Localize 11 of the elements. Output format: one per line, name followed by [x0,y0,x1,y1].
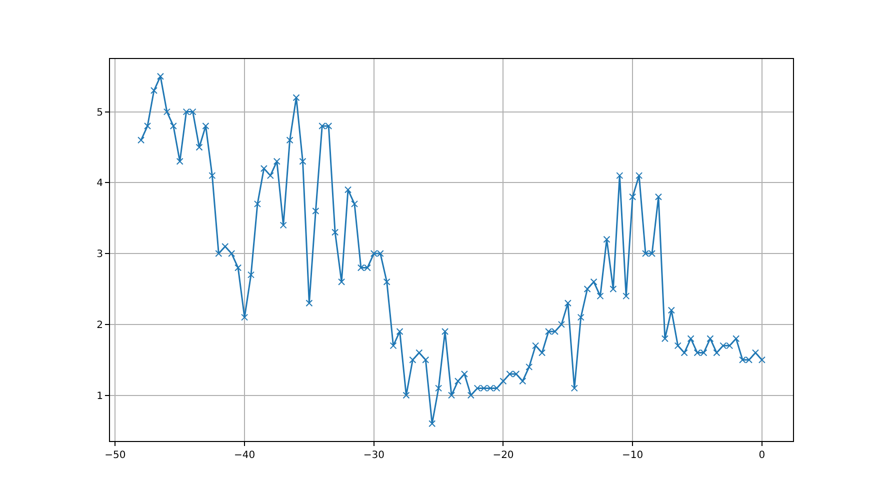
y-tick-label: 5 [96,107,103,118]
y-tick-label: 1 [96,390,103,402]
x-tick-label: 0 [758,450,766,461]
y-tick-label: 3 [96,249,103,260]
x-tick-label: −30 [363,450,384,461]
x-tick-label: −50 [104,450,126,461]
y-tick-label: 2 [96,320,103,331]
x-tick-label: −20 [492,450,514,461]
y-tick-label: 4 [96,178,103,190]
x-tick-label: −10 [622,450,644,461]
x-tick-label: −40 [234,450,256,461]
